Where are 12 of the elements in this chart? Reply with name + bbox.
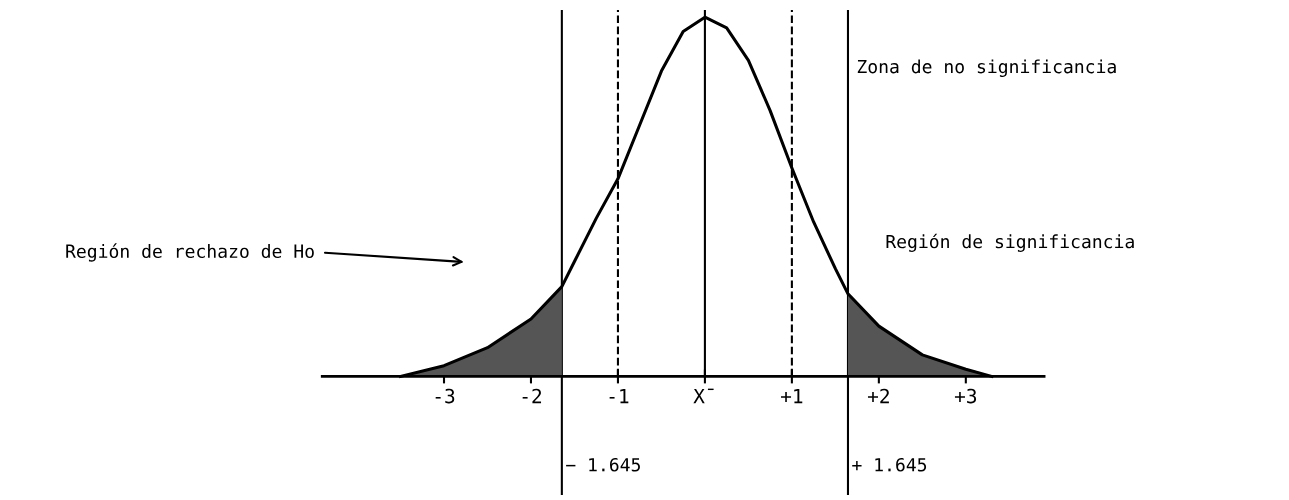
x-tick-label: X̄ — [693, 388, 714, 404]
x-tick-label: -3 — [435, 388, 455, 404]
ref-line-label: + 1.645 — [852, 457, 927, 472]
x-tick-label: -2 — [522, 388, 542, 404]
x-tick-label: +3 — [954, 388, 977, 404]
annotation: Zona de no significancia — [857, 59, 1116, 77]
x-tick-label: -1 — [609, 388, 629, 404]
annotation: Región de significancia — [886, 233, 1134, 252]
ref-line-label: − 1.645 — [566, 457, 640, 472]
text: Región de rechazo de Ho — [66, 243, 314, 262]
x-tick-label: +2 — [867, 388, 889, 404]
x-tick-label: +1 — [781, 388, 803, 404]
